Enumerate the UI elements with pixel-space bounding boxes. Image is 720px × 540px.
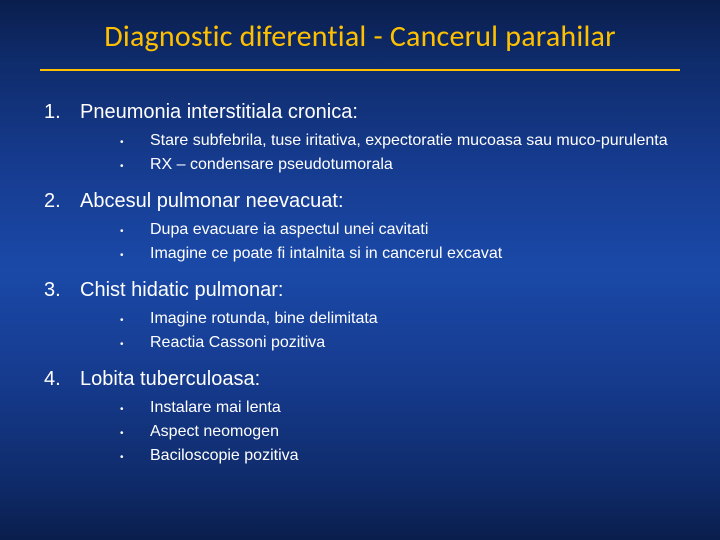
list-number: 2. [40,190,80,213]
slide-title: Diagnostic diferential - Cancerul parahi… [40,18,680,71]
slide-content: 1. Pneumonia interstitiala cronica: • St… [40,101,680,467]
sub-item: • Dupa evacuare ia aspectul unei cavitat… [114,219,680,241]
list-label: Abcesul pulmonar neevacuat: [80,190,344,213]
sub-item: • Baciloscopie pozitiva [114,445,680,467]
sub-text: Stare subfebrila, tuse iritativa, expect… [150,130,668,152]
bullet-icon: • [114,156,150,176]
list-item-1: 1. Pneumonia interstitiala cronica: [40,101,680,124]
sub-item: • Instalare mai lenta [114,397,680,419]
sub-item: • Aspect neomogen [114,421,680,443]
bullet-icon: • [114,423,150,443]
sub-item: • Imagine rotunda, bine delimitata [114,308,680,330]
bullet-icon: • [114,447,150,467]
list-number: 3. [40,279,80,302]
sub-list-2: • Dupa evacuare ia aspectul unei cavitat… [40,219,680,265]
sub-text: Reactia Cassoni pozitiva [150,332,325,354]
sub-text: RX – condensare pseudotumorala [150,154,393,176]
bullet-icon: • [114,310,150,330]
sub-list-4: • Instalare mai lenta • Aspect neomogen … [40,397,680,467]
sub-item: • RX – condensare pseudotumorala [114,154,680,176]
list-label: Chist hidatic pulmonar: [80,279,283,302]
sub-text: Dupa evacuare ia aspectul unei cavitati [150,219,428,241]
sub-text: Imagine rotunda, bine delimitata [150,308,378,330]
list-item-4: 4. Lobita tuberculoasa: [40,368,680,391]
list-label: Lobita tuberculoasa: [80,368,260,391]
sub-list-1: • Stare subfebrila, tuse iritativa, expe… [40,130,680,176]
sub-text: Imagine ce poate fi intalnita si in canc… [150,243,502,265]
bullet-icon: • [114,221,150,241]
list-item-3: 3. Chist hidatic pulmonar: [40,279,680,302]
list-item-2: 2. Abcesul pulmonar neevacuat: [40,190,680,213]
sub-item: • Reactia Cassoni pozitiva [114,332,680,354]
list-number: 4. [40,368,80,391]
sub-text: Instalare mai lenta [150,397,281,419]
sub-list-3: • Imagine rotunda, bine delimitata • Rea… [40,308,680,354]
sub-text: Aspect neomogen [150,421,279,443]
bullet-icon: • [114,334,150,354]
bullet-icon: • [114,399,150,419]
list-label: Pneumonia interstitiala cronica: [80,101,358,124]
list-number: 1. [40,101,80,124]
sub-text: Baciloscopie pozitiva [150,445,299,467]
bullet-icon: • [114,245,150,265]
sub-item: • Imagine ce poate fi intalnita si in ca… [114,243,680,265]
bullet-icon: • [114,132,150,152]
sub-item: • Stare subfebrila, tuse iritativa, expe… [114,130,680,152]
